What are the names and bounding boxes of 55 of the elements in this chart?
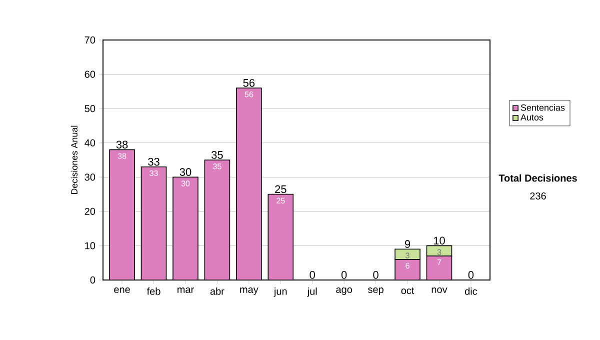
y-tick-label: 40 [84,139,96,146]
bar [268,194,294,280]
total-label: 33 [148,158,160,166]
text: Total Decisiones [498,174,577,182]
bar [236,88,262,280]
total-label: 38 [116,140,128,149]
bar [426,256,452,280]
legend-label: Autos [520,114,544,121]
bar [172,176,198,280]
y-tick-label: 0 [90,276,96,284]
data-label: 7 [437,260,442,266]
bar [394,248,420,260]
total-label: 56 [243,79,255,87]
x-tick-label: sep [368,288,384,295]
text: 236 [530,192,546,200]
data-label: 33 [150,170,158,176]
total-label: 25 [275,185,286,194]
total-label: 0 [341,271,347,279]
y-tick-label: 60 [84,70,96,78]
data-label: 35 [213,164,222,170]
x-tick-label: feb [146,288,160,295]
total-label: 0 [468,271,474,279]
data-label: 56 [244,92,254,98]
data-label: 3 [406,252,410,258]
data-label: 30 [181,180,190,186]
x-tick-label: dic [464,288,478,295]
y-tick-label: 10 [85,242,96,250]
y-tick-label: 70 [84,36,96,44]
y-tick-label: 20 [84,208,96,215]
y-tick-label: 50 [84,105,96,112]
total-label: 0 [373,271,378,279]
data-label: 3 [437,249,442,255]
y-tick-label: 30 [84,174,96,181]
x-tick-label: ago [336,288,352,295]
total-label: 35 [212,151,223,159]
bar [109,149,135,280]
x-tick-label: abr [210,288,224,295]
x-tick-label: oct [401,288,414,294]
total-label: 9 [404,240,410,248]
data-label: 6 [406,262,410,269]
x-tick-label: ene [114,288,130,293]
data-label: 38 [118,153,126,159]
bar [140,166,167,280]
total-label: 0 [310,271,315,279]
x-tick-label: mar [178,288,194,293]
x-tick-label: jul [307,288,317,297]
x-tick-label: nov [432,288,448,293]
total-label: 10 [434,236,445,245]
x-tick-label: may [240,288,258,295]
total-label: 30 [180,168,192,176]
legend-label: Sentencias [520,104,565,111]
data-label: 25 [276,198,285,204]
y-axis-title: Decisiones Anual [70,126,78,194]
x-tick-label: jun [274,288,287,297]
bar [204,160,230,280]
